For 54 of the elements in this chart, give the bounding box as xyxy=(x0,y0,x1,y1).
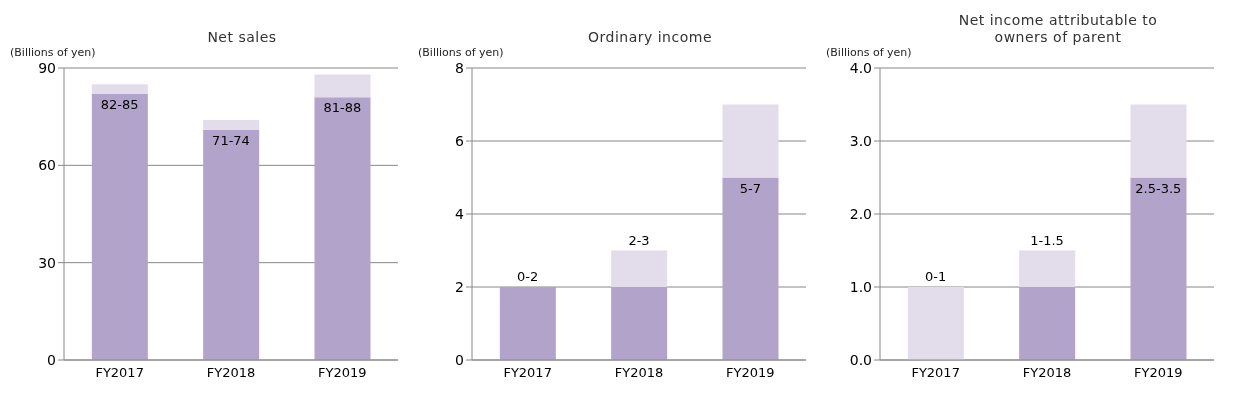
y-tick-label: 8 xyxy=(455,59,464,76)
x-tick-label: FY2018 xyxy=(1022,365,1072,381)
bar xyxy=(314,74,371,98)
y-tick-label: 3.0 xyxy=(849,132,872,149)
data-label: 81-88 xyxy=(323,100,362,116)
x-tick-label: FY2018 xyxy=(206,365,256,381)
y-tick-label: 2 xyxy=(455,278,464,295)
bar xyxy=(1019,287,1076,360)
data-label: 0-1 xyxy=(925,269,947,284)
data-label: 82-85 xyxy=(100,97,139,113)
y-tick-label: 0 xyxy=(455,351,464,368)
y-tick-label: 60 xyxy=(38,157,56,174)
bar xyxy=(907,287,964,360)
bar xyxy=(1019,250,1076,287)
y-tick-label: 2.0 xyxy=(849,205,872,222)
x-tick-label: FY2017 xyxy=(911,365,960,381)
y-axis-title: (Billions of yen) xyxy=(825,46,913,60)
bar xyxy=(611,287,668,360)
bar xyxy=(91,93,148,360)
bar xyxy=(722,177,779,360)
x-tick-label: FY2019 xyxy=(318,365,367,381)
bar xyxy=(1130,104,1187,178)
y-tick-label: 30 xyxy=(38,254,56,271)
data-label: 71-74 xyxy=(212,132,250,148)
chart-title: Net income attributable to owners of parent xyxy=(957,12,1159,46)
x-tick-label: FY2017 xyxy=(95,365,144,381)
y-tick-label: 90 xyxy=(38,59,56,76)
y-tick-label: 6 xyxy=(455,132,465,149)
x-tick-label: FY2017 xyxy=(503,365,552,381)
data-label: 2-3 xyxy=(628,232,650,248)
bar xyxy=(1130,177,1187,360)
y-axis-title: (Billions of yen) xyxy=(9,46,97,60)
x-tick-label: FY2019 xyxy=(1134,365,1183,381)
bar xyxy=(499,287,556,360)
data-label: 1-1.5 xyxy=(1030,232,1064,248)
data-label: 0-2 xyxy=(517,269,539,284)
bar xyxy=(611,250,668,287)
y-tick-label: 4.0 xyxy=(849,59,872,76)
data-label: 2.5-3.5 xyxy=(1135,180,1182,196)
x-tick-label: FY2018 xyxy=(614,365,664,381)
bar xyxy=(314,97,371,360)
data-label: 5-7 xyxy=(739,180,761,196)
x-tick-label: FY2019 xyxy=(726,365,775,381)
bar xyxy=(203,129,260,360)
chart-title: Ordinary income xyxy=(587,29,713,46)
chart-title: Net sales xyxy=(207,29,277,46)
y-axis-title: (Billions of yen) xyxy=(417,46,505,60)
y-tick-label: 1.0 xyxy=(849,278,872,295)
bar xyxy=(91,84,148,94)
bar xyxy=(203,119,260,130)
y-tick-label: 4 xyxy=(455,205,465,222)
y-tick-label: 0.0 xyxy=(849,351,872,368)
y-tick-label: 0 xyxy=(47,351,56,368)
bar xyxy=(722,104,779,178)
